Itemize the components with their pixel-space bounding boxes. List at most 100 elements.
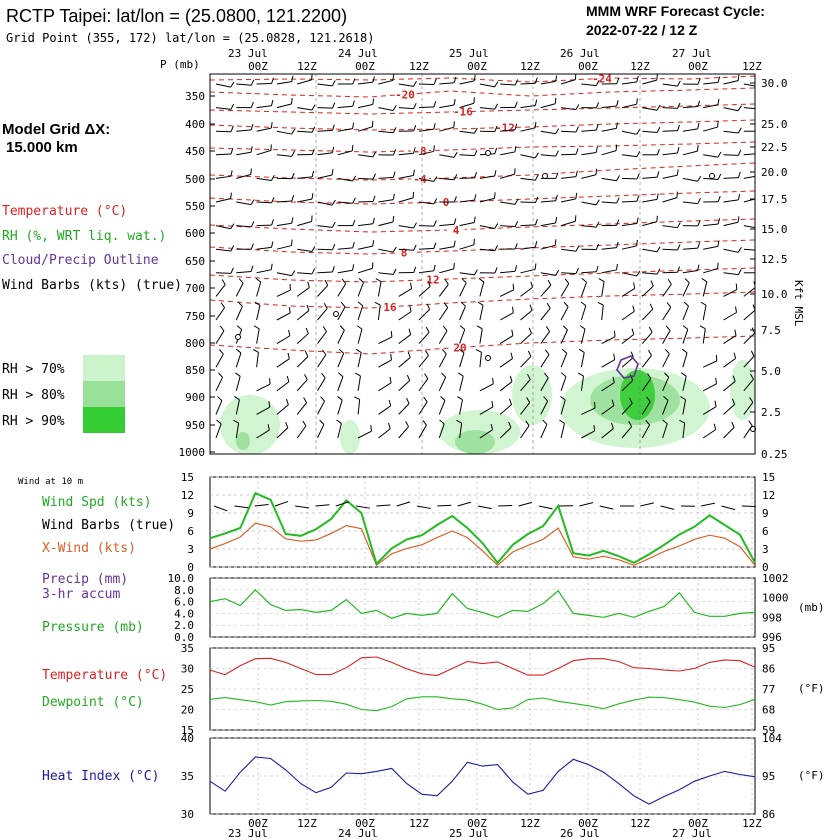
- wind-barb-flag: [233, 419, 239, 424]
- wind-barb-shaft: [682, 305, 689, 321]
- wind-barb: [235, 301, 243, 321]
- wind-barb-shaft: [459, 423, 463, 439]
- wind-barb-shaft: [560, 306, 569, 321]
- wind-barb-shaft: [723, 199, 739, 203]
- wind-barb-flag: [250, 146, 253, 153]
- wind-barb-flag: [561, 348, 568, 354]
- wind-barb-shaft: [439, 246, 455, 250]
- wind-barb-shaft: [662, 83, 678, 87]
- wind-barb-flag: [575, 148, 579, 155]
- wind-barb-shaft: [215, 284, 226, 297]
- wind-barb: [701, 278, 708, 297]
- wind-barb-flag: [512, 283, 515, 290]
- wind-barb-flag: [717, 98, 720, 105]
- wind-barb: [743, 248, 755, 251]
- wind-barb-shaft: [662, 197, 678, 203]
- wind-barb-flag: [636, 129, 641, 135]
- wind-barb-shaft: [601, 359, 615, 368]
- wind-barb-flag: [530, 281, 533, 288]
- wind-barb: [520, 174, 539, 181]
- wind-barb: [520, 397, 531, 415]
- wind-barb-flag: [413, 80, 417, 87]
- wind-barb: [317, 419, 325, 439]
- wind-barb-flag: [597, 301, 604, 306]
- wind-barb-shaft: [215, 225, 231, 230]
- wind-barb-flag: [474, 194, 477, 201]
- wind-barb-flag: [255, 277, 262, 283]
- wind-barb-shaft: [378, 428, 391, 439]
- wind-barb-flag: [250, 168, 252, 175]
- pressure-tick-right: 998: [762, 611, 782, 624]
- wind-barb: [317, 326, 327, 344]
- wind-barb-flag: [370, 425, 372, 432]
- isotherm-label: 0: [443, 196, 450, 209]
- wind-barb-shaft: [682, 423, 686, 439]
- top-hour-label: 00Z: [578, 60, 598, 73]
- rh-fill-area: [220, 395, 280, 454]
- wind-barb-flag: [444, 279, 449, 285]
- wind-barb-flag: [636, 195, 640, 202]
- wind-barb: [560, 278, 570, 297]
- wind-barb-flag: [593, 424, 596, 432]
- wind-barb-flag: [494, 223, 499, 229]
- wind-barb-flag: [453, 121, 455, 128]
- wind-barb: [601, 219, 620, 227]
- wind-barb-shaft: [581, 271, 597, 274]
- wind-barb-flag: [564, 278, 570, 284]
- isotherm-line: [210, 103, 755, 115]
- wind-barb: [682, 325, 689, 344]
- calm-wind-marker: [485, 355, 491, 361]
- wind-barb-shaft: [418, 309, 430, 321]
- wind-barb-shaft: [276, 245, 292, 250]
- wind-barb-shaft: [560, 220, 576, 227]
- wind-barb: [642, 149, 660, 156]
- isotherm-label-bg: [381, 299, 399, 312]
- wind-barb-shaft: [560, 423, 565, 439]
- wind-barb-shaft: [236, 174, 251, 179]
- wind-barb-shaft: [357, 282, 364, 297]
- wind-barb-shaft: [723, 312, 737, 321]
- wind-barb-shaft: [662, 130, 678, 132]
- wind-barb: [679, 419, 686, 439]
- wind-barb-flag: [684, 278, 690, 284]
- wind-barb-flag: [433, 100, 437, 107]
- wind-barb: [475, 349, 482, 368]
- wind-barb-shaft: [479, 225, 495, 229]
- wind-barb: [337, 241, 355, 250]
- wind-barb-flag: [230, 245, 235, 252]
- wind-barb-shaft: [236, 270, 252, 274]
- wind-barb-flag: [322, 326, 327, 332]
- wind-barb-shaft: [297, 130, 313, 133]
- wind-barb-shaft: [723, 272, 739, 276]
- wind-barb-flag: [271, 174, 275, 181]
- wind-barb-shaft: [256, 201, 272, 204]
- wind-barb-shaft: [743, 402, 754, 415]
- wind-barb-shaft: [256, 127, 272, 132]
- wind-barb-flag: [534, 99, 538, 106]
- wind-barb-flag: [331, 199, 336, 206]
- wind-barb: [357, 240, 375, 250]
- wind-barb: [621, 328, 635, 344]
- wind-barb: [254, 301, 261, 321]
- wind-barb-flag: [656, 268, 661, 275]
- wind-barb-shaft: [256, 406, 270, 415]
- wind-barb-shaft: [276, 289, 291, 297]
- wind-barb-shaft: [236, 225, 252, 228]
- wind-barb: [357, 301, 364, 321]
- wind-barb-flag: [311, 268, 316, 275]
- wind-barb-shaft: [357, 267, 373, 274]
- wind-barb-shaft: [621, 103, 637, 109]
- wind-barb: [703, 121, 719, 132]
- wind-barb-shaft: [317, 129, 333, 132]
- wind-barb-flag: [230, 103, 235, 110]
- wind-barb-flag: [439, 419, 445, 425]
- wind-barb: [743, 397, 754, 415]
- wind-barb: [520, 263, 537, 274]
- surface-wind-barb: [315, 504, 330, 507]
- wind-barb: [378, 331, 393, 345]
- wind-barb: [378, 353, 393, 368]
- bottom-date-label: 26 Jul: [560, 827, 600, 840]
- wind-barb-shaft: [499, 427, 512, 439]
- wind-barb: [723, 171, 741, 179]
- temp-tick-f: 68: [762, 704, 775, 717]
